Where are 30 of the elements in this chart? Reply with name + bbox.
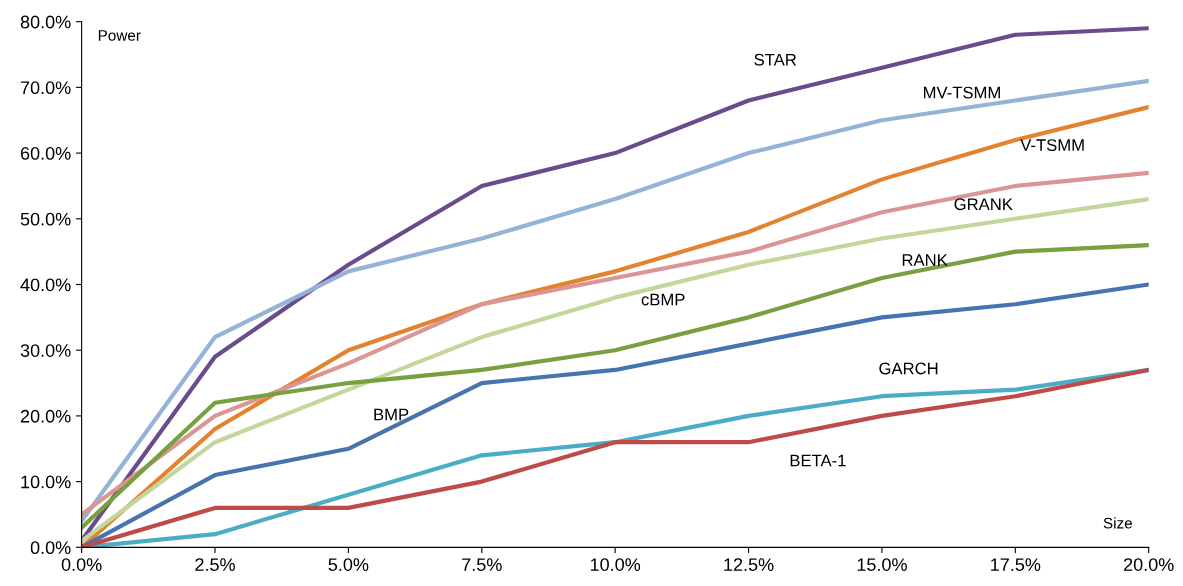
x-tick-label: 2.5% xyxy=(195,558,235,571)
y-tick-label: 40.0% xyxy=(20,278,71,292)
series-label: BETA-1 xyxy=(790,454,846,467)
y-tick-label: 50.0% xyxy=(20,212,71,226)
y-tick-label: 60.0% xyxy=(20,147,71,160)
y-tick-label: 30.0% xyxy=(20,344,71,357)
series-label: GRANK xyxy=(954,198,1013,211)
x-tick-label: 12.5% xyxy=(724,558,774,571)
series-label: cBMP xyxy=(641,293,685,306)
y-tick-label: 20.0% xyxy=(20,409,71,423)
x-tick-label: 7.5% xyxy=(462,558,502,571)
x-tick-label: 20.0% xyxy=(1124,558,1174,571)
line-series xyxy=(81,242,1149,530)
y-tick-label: 0.0% xyxy=(30,541,71,555)
series-label: GARCH xyxy=(879,362,938,375)
x-tick-label: 0.0% xyxy=(61,558,102,571)
y-axis-title: Power xyxy=(98,30,141,41)
x-tick-label: 17.5% xyxy=(991,558,1041,571)
series-label: MV-TSMM xyxy=(923,86,1000,99)
x-tick-label: 15.0% xyxy=(857,558,907,571)
series-label: STAR xyxy=(754,53,797,66)
series-label: V-TSMM xyxy=(1020,139,1084,151)
y-tick-label: 70.0% xyxy=(20,81,71,95)
series-label: BMP xyxy=(374,408,409,421)
y-tick-label: 10.0% xyxy=(21,475,71,489)
x-tick-label: 10.0% xyxy=(590,558,641,571)
x-axis-title: Size xyxy=(1103,517,1133,529)
x-tick-label: 5.0% xyxy=(328,558,369,571)
y-tick-label: 80.0% xyxy=(20,15,71,29)
series-label: RANK xyxy=(902,254,948,266)
